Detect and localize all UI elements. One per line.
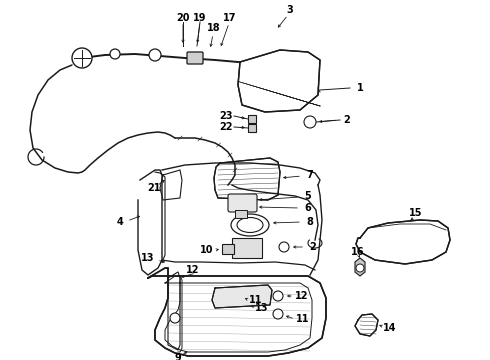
Circle shape [149, 49, 161, 61]
Circle shape [273, 291, 283, 301]
Text: 20: 20 [176, 13, 190, 23]
Text: 2: 2 [310, 242, 317, 252]
Text: 4: 4 [117, 217, 123, 227]
Circle shape [273, 309, 283, 319]
Circle shape [72, 48, 92, 68]
Text: 2: 2 [343, 115, 350, 125]
Bar [235, 210, 247, 218]
Text: 16: 16 [351, 247, 365, 257]
Text: 9: 9 [174, 353, 181, 360]
Text: 14: 14 [383, 323, 397, 333]
Polygon shape [356, 220, 450, 264]
Text: 21: 21 [147, 183, 161, 193]
Text: 15: 15 [409, 208, 423, 218]
Bar [248, 115, 256, 123]
Circle shape [279, 242, 289, 252]
Text: 6: 6 [305, 203, 311, 213]
Text: 1: 1 [357, 83, 364, 93]
Text: 7: 7 [307, 170, 314, 180]
Polygon shape [238, 50, 320, 112]
Circle shape [170, 313, 180, 323]
Text: 11: 11 [249, 295, 263, 305]
Text: 12: 12 [186, 265, 200, 275]
Polygon shape [355, 314, 378, 336]
Text: 12: 12 [295, 291, 309, 301]
Circle shape [304, 116, 316, 128]
Text: 8: 8 [307, 217, 314, 227]
Polygon shape [214, 158, 280, 200]
Polygon shape [148, 268, 326, 356]
Text: 23: 23 [219, 111, 233, 121]
Text: 13: 13 [255, 303, 269, 313]
FancyBboxPatch shape [187, 52, 203, 64]
Text: 19: 19 [193, 13, 207, 23]
Circle shape [356, 264, 364, 272]
Text: 11: 11 [296, 314, 310, 324]
Circle shape [110, 49, 120, 59]
Text: 3: 3 [287, 5, 294, 15]
Bar [248, 124, 256, 132]
Polygon shape [212, 285, 272, 308]
Text: 5: 5 [305, 191, 311, 201]
Text: 18: 18 [207, 23, 221, 33]
Text: 13: 13 [141, 253, 155, 263]
FancyBboxPatch shape [228, 194, 257, 212]
Bar [222, 244, 234, 254]
Text: 17: 17 [223, 13, 237, 23]
Text: 22: 22 [219, 122, 233, 132]
Bar [232, 238, 262, 258]
Text: 10: 10 [200, 245, 214, 255]
Polygon shape [355, 258, 365, 276]
